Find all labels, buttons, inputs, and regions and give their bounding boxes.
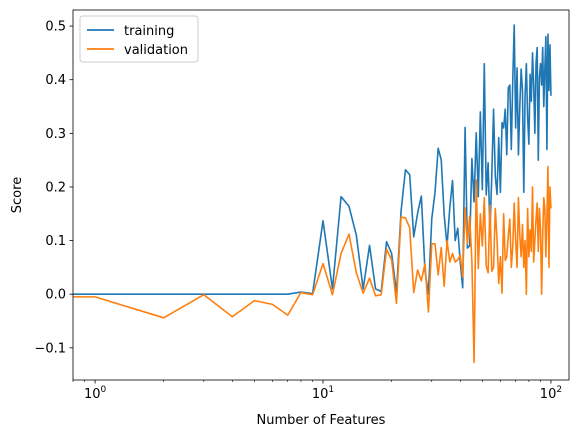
y-tick-label: 0.2 bbox=[45, 180, 66, 195]
legend-label-validation: validation bbox=[124, 43, 188, 58]
series-line-validation bbox=[73, 165, 552, 364]
legend-label-training: training bbox=[124, 24, 174, 39]
y-axis-label: Score bbox=[10, 177, 25, 213]
x-tick-label: 100 bbox=[84, 385, 107, 402]
y-axis: −0.1 0.0 0.1 0.2 0.3 0.4 0.5 bbox=[34, 20, 73, 356]
x-axis-label: Number of Features bbox=[257, 413, 386, 428]
x-tick-exponent: 0 bbox=[100, 385, 106, 395]
series-line-training bbox=[73, 24, 552, 295]
y-tick-label: 0.1 bbox=[45, 234, 66, 249]
x-tick-label: 102 bbox=[540, 385, 562, 402]
y-tick-label: 0.4 bbox=[45, 73, 66, 88]
x-axis: 100 101 102 bbox=[72, 380, 562, 402]
y-tick-label: 0.5 bbox=[45, 20, 66, 35]
series-lines bbox=[73, 24, 552, 364]
y-tick-label: −0.1 bbox=[34, 341, 66, 356]
legend-box bbox=[79, 15, 199, 63]
legend: training validation bbox=[79, 15, 199, 63]
y-tick-label: 0.3 bbox=[45, 127, 66, 142]
plot-frame bbox=[72, 9, 570, 381]
x-tick-label: 101 bbox=[312, 385, 334, 402]
x-tick-exponent: 1 bbox=[328, 385, 334, 395]
x-tick-exponent: 2 bbox=[556, 385, 562, 395]
y-tick-label: 0.0 bbox=[45, 288, 66, 303]
